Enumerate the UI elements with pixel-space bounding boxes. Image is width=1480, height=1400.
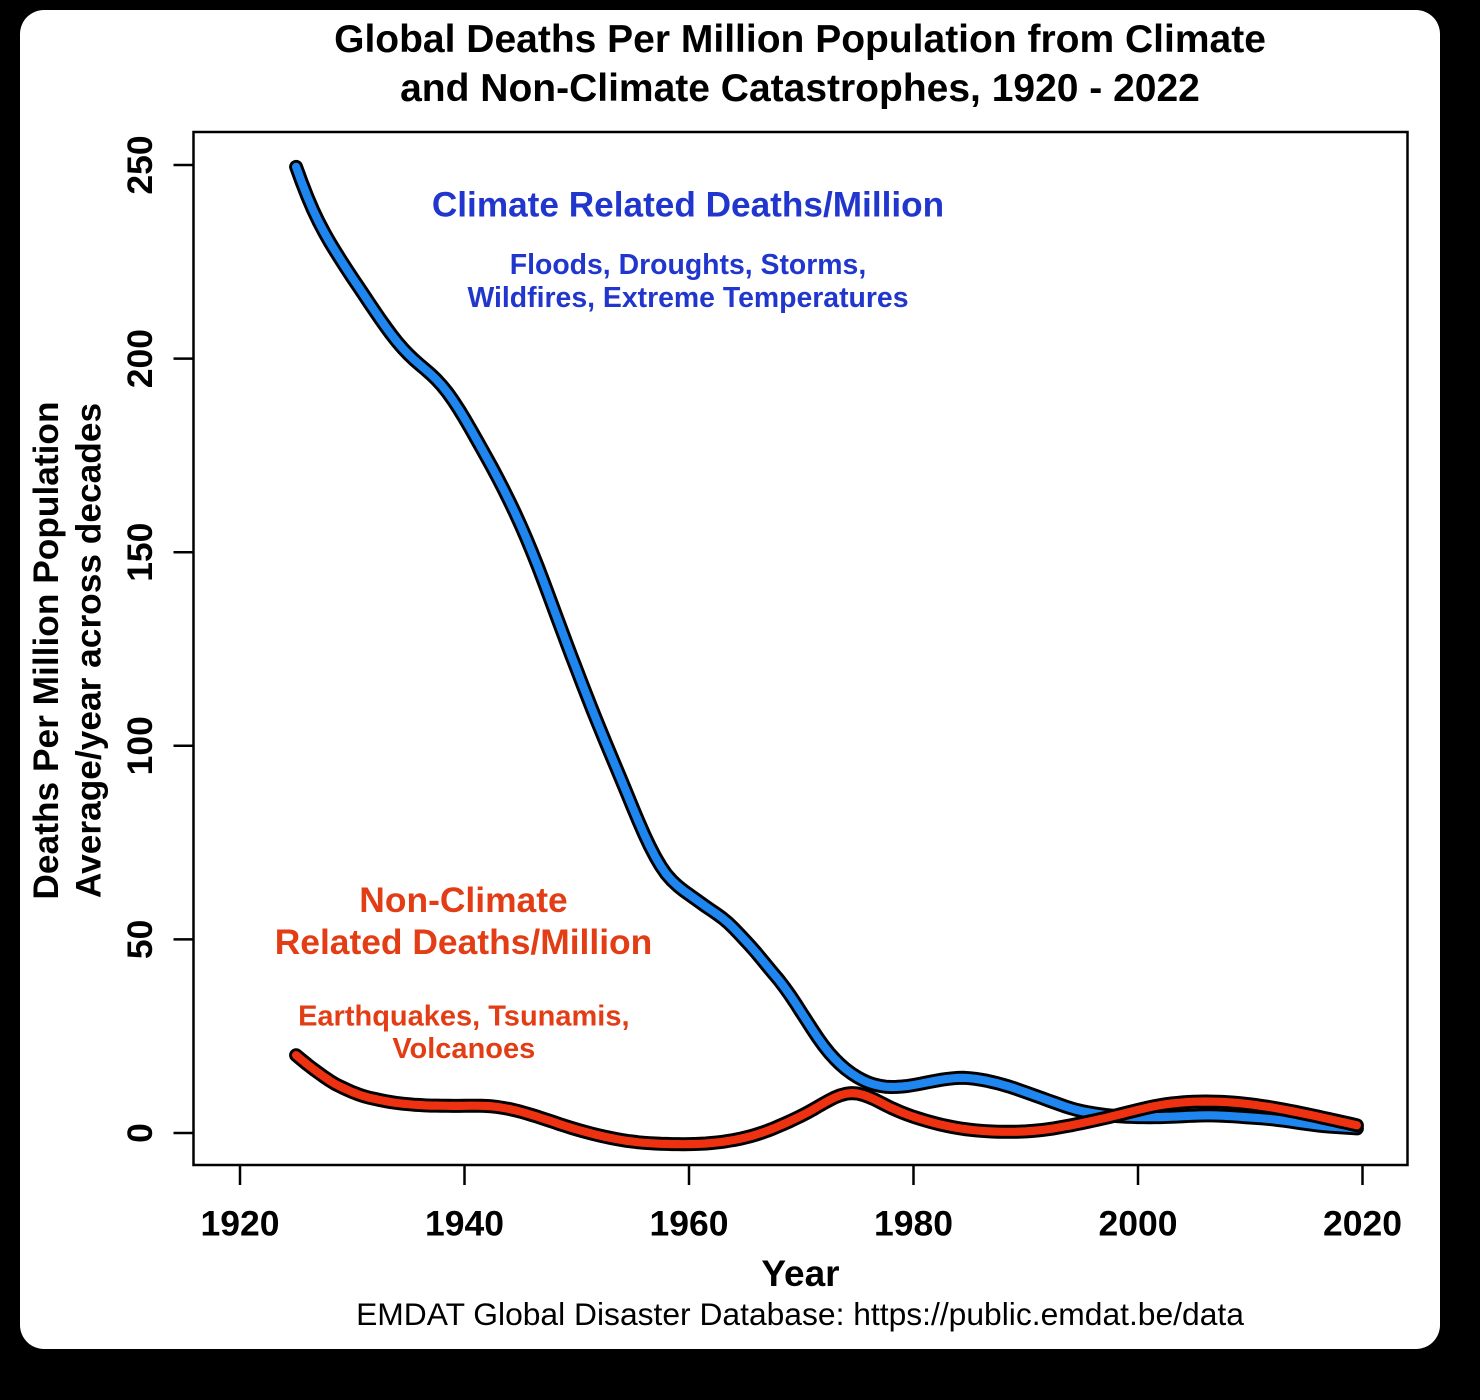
svg-text:Deaths Per Million Population: Deaths Per Million Population xyxy=(27,401,66,899)
svg-text:Average/year across decades: Average/year across decades xyxy=(70,403,109,898)
svg-text:Non-Climate: Non-Climate xyxy=(359,880,567,920)
svg-text:Global Deaths Per Million Popu: Global Deaths Per Million Population fro… xyxy=(334,18,1266,61)
svg-text:150: 150 xyxy=(120,523,160,582)
svg-text:Volcanoes: Volcanoes xyxy=(392,1033,535,1065)
svg-text:Related Deaths/Million: Related Deaths/Million xyxy=(275,922,653,962)
svg-text:1960: 1960 xyxy=(650,1204,729,1244)
svg-text:1980: 1980 xyxy=(874,1204,953,1244)
svg-text:Climate Related Deaths/Million: Climate Related Deaths/Million xyxy=(432,186,944,225)
svg-text:and Non-Climate Catastrophes,: and Non-Climate Catastrophes, 1920 - 202… xyxy=(400,67,1200,110)
svg-text:2000: 2000 xyxy=(1099,1204,1178,1244)
svg-text:200: 200 xyxy=(120,329,160,388)
svg-text:Earthquakes, Tsunamis,: Earthquakes, Tsunamis, xyxy=(298,1000,629,1032)
svg-text:50: 50 xyxy=(120,920,160,960)
svg-text:1940: 1940 xyxy=(425,1204,504,1244)
svg-text:Year: Year xyxy=(761,1253,839,1294)
svg-text:250: 250 xyxy=(120,135,160,194)
svg-text:EMDAT Global Disaster Database: EMDAT Global Disaster Database: https://… xyxy=(356,1296,1244,1332)
svg-text:Wildfires, Extreme Temperature: Wildfires, Extreme Temperatures xyxy=(467,282,908,314)
svg-text:1920: 1920 xyxy=(201,1204,280,1244)
svg-text:0: 0 xyxy=(120,1123,160,1143)
svg-text:Floods, Droughts, Storms,: Floods, Droughts, Storms, xyxy=(510,249,866,281)
svg-text:2020: 2020 xyxy=(1323,1204,1402,1244)
svg-text:100: 100 xyxy=(120,716,160,775)
